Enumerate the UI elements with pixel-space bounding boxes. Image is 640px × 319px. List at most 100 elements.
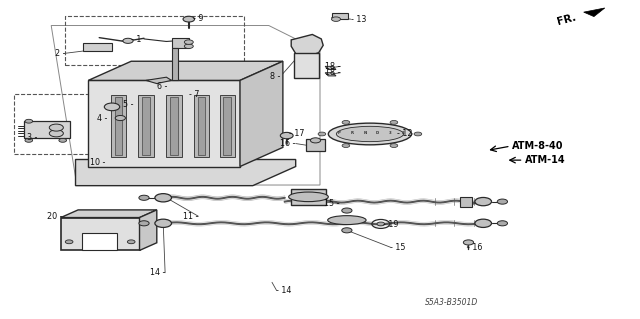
Bar [172, 48, 178, 80]
Text: S5A3-B3501D: S5A3-B3501D [424, 298, 478, 307]
Text: - 14: - 14 [276, 286, 292, 295]
Circle shape [318, 132, 326, 136]
Bar [138, 95, 154, 157]
Text: 4 -: 4 - [97, 114, 108, 122]
Text: 18 -: 18 - [325, 68, 340, 77]
Bar [111, 95, 126, 157]
Text: D: D [376, 131, 380, 135]
Text: N: N [363, 131, 367, 135]
Bar [24, 121, 70, 138]
Bar [332, 13, 348, 19]
Bar [198, 97, 205, 155]
Polygon shape [88, 61, 283, 80]
Circle shape [342, 121, 349, 124]
Text: ATM-14: ATM-14 [525, 155, 565, 165]
Polygon shape [61, 218, 140, 250]
Bar [306, 139, 325, 151]
Circle shape [332, 17, 340, 21]
Bar [83, 43, 112, 51]
Circle shape [390, 121, 397, 124]
Circle shape [139, 221, 149, 226]
Text: 16 -: 16 - [280, 139, 296, 148]
Circle shape [475, 219, 492, 227]
Polygon shape [291, 189, 326, 205]
Text: - 19: - 19 [383, 220, 398, 229]
Circle shape [59, 138, 67, 142]
Bar [82, 233, 117, 250]
Bar [115, 97, 122, 155]
Polygon shape [61, 210, 157, 218]
Circle shape [342, 208, 352, 213]
Text: - 12: - 12 [397, 129, 412, 138]
Circle shape [155, 219, 172, 227]
Bar [65, 16, 244, 65]
Text: 3 -: 3 - [27, 133, 37, 142]
Text: 15 -: 15 - [324, 199, 339, 208]
Bar [170, 97, 178, 155]
Text: 18 -: 18 - [325, 62, 340, 71]
Polygon shape [291, 34, 323, 57]
Text: - 16: - 16 [467, 243, 483, 252]
Circle shape [65, 240, 73, 244]
Text: - 17: - 17 [289, 130, 305, 138]
Bar [142, 97, 150, 155]
Polygon shape [140, 210, 157, 250]
Text: - 15: - 15 [390, 243, 406, 252]
Bar [172, 38, 189, 48]
Text: - 13: - 13 [351, 15, 366, 24]
Circle shape [390, 144, 397, 147]
Circle shape [127, 240, 135, 244]
Circle shape [280, 132, 293, 139]
Circle shape [475, 197, 492, 206]
Text: - 1: - 1 [131, 35, 141, 44]
Circle shape [123, 38, 133, 43]
Circle shape [414, 132, 422, 136]
Polygon shape [584, 8, 605, 17]
Circle shape [184, 44, 193, 48]
Ellipse shape [328, 123, 412, 145]
Bar [223, 97, 231, 155]
Circle shape [104, 103, 120, 111]
Text: R: R [351, 131, 353, 135]
Circle shape [463, 240, 474, 245]
Circle shape [184, 40, 193, 44]
Text: 6 -: 6 - [157, 82, 168, 91]
Text: FR.: FR. [556, 12, 577, 27]
Bar [220, 95, 235, 157]
Text: 11 -: 11 - [183, 212, 198, 221]
Circle shape [497, 221, 508, 226]
Text: - 7: - 7 [189, 90, 199, 99]
Polygon shape [325, 73, 336, 76]
Circle shape [310, 138, 321, 143]
Polygon shape [325, 66, 336, 70]
Text: ATM-8-40: ATM-8-40 [512, 141, 563, 151]
Polygon shape [88, 80, 240, 167]
Bar [166, 95, 182, 157]
Circle shape [49, 124, 63, 131]
Ellipse shape [337, 126, 404, 142]
Circle shape [25, 138, 33, 142]
Circle shape [25, 119, 33, 123]
Circle shape [497, 199, 508, 204]
Ellipse shape [289, 192, 328, 202]
Text: - 9: - 9 [193, 14, 204, 23]
Circle shape [377, 222, 385, 226]
Bar [14, 94, 113, 154]
Text: 14 -: 14 - [150, 268, 165, 277]
Circle shape [115, 115, 125, 121]
Text: 2: 2 [402, 131, 404, 135]
Text: 5 -: 5 - [123, 100, 133, 109]
Bar [194, 95, 209, 157]
Polygon shape [240, 61, 283, 167]
Text: P: P [338, 131, 340, 135]
Text: 20 -: 20 - [47, 212, 63, 221]
Text: 10 -: 10 - [90, 158, 106, 167]
Circle shape [342, 228, 352, 233]
Circle shape [49, 130, 63, 137]
Circle shape [183, 16, 195, 22]
Bar [294, 53, 319, 78]
Text: 8 -: 8 - [270, 72, 280, 81]
Text: 3: 3 [389, 131, 392, 135]
Ellipse shape [328, 216, 366, 225]
Circle shape [155, 194, 172, 202]
